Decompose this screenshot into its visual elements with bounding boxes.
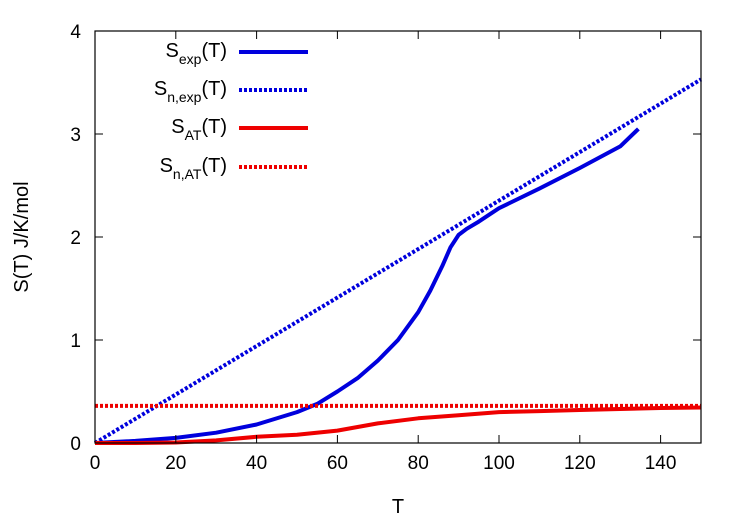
x-tick-label-6: 120 bbox=[564, 453, 596, 474]
x-tick-label-4: 80 bbox=[408, 453, 429, 474]
x-axis-title: T bbox=[392, 496, 404, 518]
y-tick-label-1: 1 bbox=[70, 331, 81, 352]
x-tick-label-0: 0 bbox=[90, 453, 101, 474]
legend: Sexp(T) Sn,exp(T) SAT(T) Sn,AT(T) bbox=[154, 40, 308, 182]
x-tick-label-5: 100 bbox=[483, 453, 515, 474]
x-tick-label-2: 40 bbox=[246, 453, 267, 474]
legend-label-1: Sn,exp(T) bbox=[154, 78, 227, 105]
series-line-0 bbox=[94, 127, 640, 445]
legend-label-0: Sexp(T) bbox=[166, 40, 227, 67]
series-layer bbox=[93, 77, 703, 445]
y-tick-label-4: 4 bbox=[70, 22, 81, 43]
series-line-2 bbox=[95, 405, 702, 445]
x-tick-label-3: 60 bbox=[327, 453, 348, 474]
y-tick-label-0: 0 bbox=[70, 434, 81, 455]
y-axis-title: S(T) J/K/mol bbox=[11, 181, 33, 292]
series-line-1 bbox=[93, 77, 703, 445]
legend-label-2: SAT(T) bbox=[171, 116, 227, 143]
ticks-layer: 0 20 40 60 80 100 120 140 0 1 2 3 4 bbox=[70, 22, 701, 474]
x-tick-label-1: 20 bbox=[165, 453, 186, 474]
y-tick-label-2: 2 bbox=[70, 228, 81, 249]
y-tick-label-3: 3 bbox=[70, 125, 81, 146]
legend-label-3: Sn,AT(T) bbox=[160, 155, 227, 182]
x-tick-label-7: 140 bbox=[645, 453, 677, 474]
